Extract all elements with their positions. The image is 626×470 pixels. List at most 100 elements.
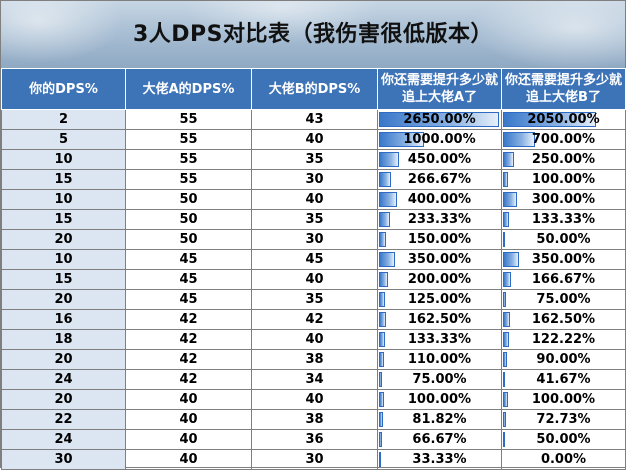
cell-need-a[interactable]: 200.00% (377, 269, 502, 290)
cell-need-b[interactable]: 122.22% (501, 329, 626, 350)
cell-your-dps[interactable]: 15 (1, 169, 126, 190)
cell-boss-a-dps[interactable]: 40 (125, 449, 252, 470)
cell-boss-a-dps[interactable]: 50 (125, 189, 252, 210)
cell-your-dps[interactable]: 2 (1, 109, 126, 130)
cell-need-a[interactable]: 110.00% (377, 349, 502, 370)
cell-need-b[interactable]: 41.67% (501, 369, 626, 390)
cell-boss-a-dps[interactable]: 42 (125, 309, 252, 330)
cell-boss-a-dps[interactable]: 45 (125, 289, 252, 310)
cell-your-dps[interactable]: 5 (1, 129, 126, 150)
cell-need-b[interactable]: 700.00% (501, 129, 626, 150)
cell-your-dps[interactable]: 24 (1, 429, 126, 450)
cell-boss-a-dps[interactable]: 42 (125, 369, 252, 390)
cell-your-dps[interactable]: 18 (1, 329, 126, 350)
cell-boss-a-dps[interactable]: 55 (125, 149, 252, 170)
cell-your-dps[interactable]: 20 (1, 229, 126, 250)
cell-need-b[interactable]: 300.00% (501, 189, 626, 210)
cell-boss-b-dps[interactable]: 30 (251, 449, 378, 470)
cell-need-a[interactable]: 450.00% (377, 149, 502, 170)
cell-need-a[interactable]: 162.50% (377, 309, 502, 330)
cell-boss-b-dps[interactable]: 42 (251, 309, 378, 330)
cell-need-a[interactable]: 66.67% (377, 429, 502, 450)
cell-boss-b-dps[interactable]: 35 (251, 209, 378, 230)
cell-boss-a-dps[interactable]: 42 (125, 329, 252, 350)
cell-value: 50.00% (536, 432, 591, 447)
cell-your-dps[interactable]: 10 (1, 149, 126, 170)
cell-your-dps[interactable]: 15 (1, 269, 126, 290)
cell-boss-b-dps[interactable]: 43 (251, 109, 378, 130)
cell-value: 75.00% (536, 292, 591, 307)
cell-boss-b-dps[interactable]: 30 (251, 169, 378, 190)
cell-need-b[interactable]: 90.00% (501, 349, 626, 370)
cell-boss-b-dps[interactable]: 35 (251, 149, 378, 170)
cell-boss-b-dps[interactable]: 40 (251, 129, 378, 150)
cell-need-b[interactable]: 166.67% (501, 269, 626, 290)
cell-need-b[interactable]: 350.00% (501, 249, 626, 270)
cell-boss-a-dps[interactable]: 50 (125, 229, 252, 250)
cell-need-b[interactable]: 50.00% (501, 429, 626, 450)
cell-boss-a-dps[interactable]: 55 (125, 169, 252, 190)
cell-need-a[interactable]: 150.00% (377, 229, 502, 250)
cell-boss-b-dps[interactable]: 30 (251, 229, 378, 250)
dps-comparison-table: 你的DPS% 大佬A的DPS% 大佬B的DPS% 你还需要提升多少就追上大佬A了… (1, 68, 626, 470)
cell-need-a[interactable]: 75.00% (377, 369, 502, 390)
cell-need-a[interactable]: 125.00% (377, 289, 502, 310)
table-row: 2 55 43 2650.00% 2050.00% (1, 109, 626, 130)
cell-need-a[interactable]: 350.00% (377, 249, 502, 270)
cell-value: 110.00% (407, 352, 472, 367)
cell-your-dps[interactable]: 24 (1, 369, 126, 390)
cell-boss-a-dps[interactable]: 40 (125, 389, 252, 410)
cell-need-b[interactable]: 50.00% (501, 229, 626, 250)
cell-boss-b-dps[interactable]: 40 (251, 189, 378, 210)
cell-boss-b-dps[interactable]: 38 (251, 409, 378, 430)
cell-boss-b-dps[interactable]: 36 (251, 429, 378, 450)
cell-boss-a-dps[interactable]: 40 (125, 409, 252, 430)
cell-need-a[interactable]: 33.33% (377, 449, 502, 470)
cell-need-b[interactable]: 100.00% (501, 389, 626, 410)
cell-your-dps[interactable]: 22 (1, 409, 126, 430)
cell-need-a[interactable]: 133.33% (377, 329, 502, 350)
cell-your-dps[interactable]: 16 (1, 309, 126, 330)
cell-need-a[interactable]: 400.00% (377, 189, 502, 210)
cell-need-a[interactable]: 266.67% (377, 169, 502, 190)
cell-boss-b-dps[interactable]: 35 (251, 289, 378, 310)
cell-your-dps[interactable]: 20 (1, 289, 126, 310)
cell-your-dps[interactable]: 30 (1, 449, 126, 470)
cell-boss-a-dps[interactable]: 50 (125, 209, 252, 230)
cell-your-dps[interactable]: 20 (1, 389, 126, 410)
cell-boss-b-dps[interactable]: 40 (251, 269, 378, 290)
cell-boss-b-dps[interactable]: 45 (251, 249, 378, 270)
data-bar (503, 272, 511, 287)
cell-boss-a-dps[interactable]: 40 (125, 429, 252, 450)
data-bar (379, 112, 499, 127)
cell-need-b[interactable]: 75.00% (501, 289, 626, 310)
cell-your-dps[interactable]: 10 (1, 189, 126, 210)
cell-your-dps[interactable]: 20 (1, 349, 126, 370)
cell-value: 0.00% (540, 452, 587, 467)
cell-boss-b-dps[interactable]: 40 (251, 329, 378, 350)
cell-boss-a-dps[interactable]: 55 (125, 109, 252, 130)
data-bar (379, 212, 390, 227)
cell-need-a[interactable]: 81.82% (377, 409, 502, 430)
cell-need-a[interactable]: 2650.00% (377, 109, 502, 130)
cell-boss-b-dps[interactable]: 40 (251, 389, 378, 410)
table-row: 16 42 42 162.50% 162.50% (1, 309, 626, 330)
cell-boss-b-dps[interactable]: 38 (251, 349, 378, 370)
cell-need-b[interactable]: 72.73% (501, 409, 626, 430)
cell-your-dps[interactable]: 15 (1, 209, 126, 230)
cell-boss-a-dps[interactable]: 45 (125, 249, 252, 270)
cell-boss-a-dps[interactable]: 45 (125, 269, 252, 290)
cell-need-a[interactable]: 1000.00% (377, 129, 502, 150)
cell-need-b[interactable]: 2050.00% (501, 109, 626, 130)
cell-need-b[interactable]: 133.33% (501, 209, 626, 230)
cell-need-b[interactable]: 250.00% (501, 149, 626, 170)
cell-need-b[interactable]: 0.00% (501, 449, 626, 470)
cell-boss-b-dps[interactable]: 34 (251, 369, 378, 390)
cell-need-b[interactable]: 162.50% (501, 309, 626, 330)
cell-boss-a-dps[interactable]: 42 (125, 349, 252, 370)
cell-need-a[interactable]: 100.00% (377, 389, 502, 410)
cell-boss-a-dps[interactable]: 55 (125, 129, 252, 150)
cell-need-b[interactable]: 100.00% (501, 169, 626, 190)
cell-need-a[interactable]: 233.33% (377, 209, 502, 230)
cell-your-dps[interactable]: 10 (1, 249, 126, 270)
